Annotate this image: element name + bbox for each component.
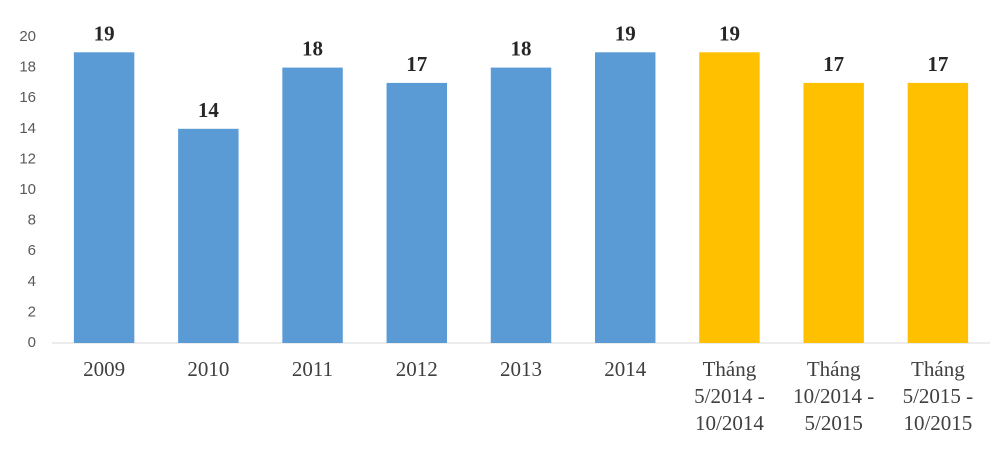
- x-tick-label: Tháng 5/2015 - 10/2015: [902, 357, 974, 435]
- x-tick-label: Tháng 5/2014 - 10/2014: [694, 357, 765, 435]
- y-tick-label: 18: [19, 59, 36, 76]
- y-tick-label: 2: [28, 303, 36, 320]
- y-tick-label: 14: [19, 120, 36, 137]
- y-tick-label: 4: [28, 273, 36, 290]
- bar: [699, 52, 760, 344]
- value-label: 19: [94, 21, 115, 45]
- x-tick-label: 2014: [604, 357, 647, 381]
- value-label: 18: [302, 37, 323, 61]
- value-label: 19: [615, 21, 636, 45]
- y-tick-label: 6: [28, 242, 36, 259]
- y-tick-label: 8: [28, 212, 36, 229]
- bar: [282, 67, 343, 343]
- value-label: 14: [198, 98, 220, 122]
- value-label: 18: [511, 37, 532, 61]
- x-tick-label: Tháng 10/2014 - 5/2015: [793, 357, 875, 435]
- value-label: 17: [823, 52, 844, 76]
- x-tick-label: 2010: [187, 357, 230, 381]
- x-tick-label: 2011: [291, 357, 334, 381]
- bar: [178, 128, 239, 343]
- bar: [490, 67, 552, 343]
- y-tick-label: 20: [19, 28, 36, 45]
- y-tick-label: 16: [19, 89, 36, 106]
- bar: [386, 82, 448, 344]
- bar: [907, 82, 969, 344]
- y-tick-label: 0: [28, 334, 36, 351]
- value-label: 17: [406, 52, 427, 76]
- y-tick-label: 12: [19, 150, 36, 167]
- value-label: 19: [719, 21, 740, 45]
- y-tick-label: 10: [19, 181, 36, 198]
- x-tick-label: 2013: [500, 357, 542, 381]
- x-tick-label: 2012: [395, 357, 438, 381]
- x-tick-label: 2009: [83, 357, 126, 381]
- bar: [803, 82, 864, 344]
- bar: [73, 52, 135, 344]
- value-label: 17: [927, 52, 948, 76]
- bar: [594, 52, 656, 344]
